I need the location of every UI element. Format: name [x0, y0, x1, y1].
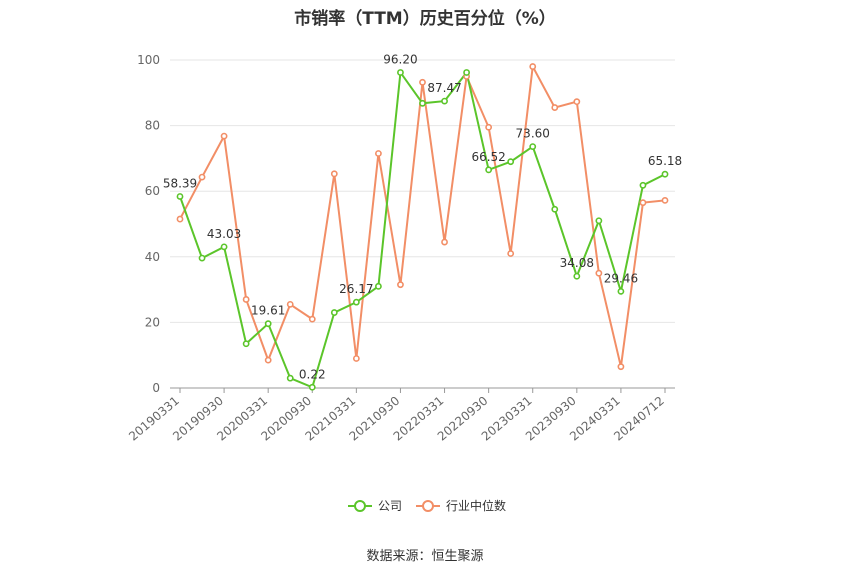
legend: 公司 行业中位数: [348, 498, 506, 513]
x-axis: 2019033120190930202003312020093020210331…: [126, 387, 675, 444]
y-tick-label: 20: [145, 315, 160, 329]
data-label: 26.17: [339, 282, 373, 296]
data-point: [661, 170, 669, 178]
legend-marker-1[interactable]: [422, 500, 434, 512]
data-point: [397, 69, 404, 76]
data-source-note: 数据来源：恒生聚源: [366, 549, 484, 564]
y-tick-label: 40: [145, 250, 160, 264]
data-label: 29.46: [604, 271, 638, 285]
chart-title: 市销率（TTM）历史百分位（%）: [294, 9, 556, 29]
data-point: [617, 287, 625, 295]
legend-label-0[interactable]: 公司: [378, 499, 402, 513]
data-point: [573, 272, 581, 280]
data-point: [176, 193, 184, 200]
data-label: 66.52: [471, 150, 505, 164]
data-point: [242, 296, 250, 303]
data-point: [617, 363, 625, 371]
data-point: [308, 383, 316, 391]
data-label: 43.03: [207, 227, 241, 241]
data-point: [198, 254, 206, 262]
y-tick-label: 60: [145, 184, 160, 198]
data-point: [419, 99, 426, 107]
data-point: [507, 250, 515, 257]
data-point: [639, 181, 647, 189]
series-line-0: [179, 69, 666, 389]
data-point: [551, 205, 559, 213]
y-tick-label: 100: [137, 53, 160, 67]
data-point: [286, 374, 294, 382]
data-point: [264, 320, 272, 328]
data-point: [220, 132, 228, 140]
data-label: 87.47: [427, 81, 461, 95]
y-tick-label: 0: [152, 381, 160, 395]
y-axis: 0 20 40 60 80 100: [137, 53, 160, 395]
data-point: [352, 298, 360, 306]
y-tick-label: 80: [145, 119, 160, 133]
data-label: 65.18: [648, 154, 682, 168]
data-point: [639, 199, 647, 207]
data-point: [286, 300, 294, 308]
data-point: [551, 104, 559, 111]
data-point: [330, 309, 338, 316]
data-label: 58.39: [163, 176, 197, 190]
data-point: [485, 166, 493, 174]
data-labels: 58.39 43.03 19.61 0.22 26.17 96.20 87.47 66.52 7…: [163, 52, 682, 381]
data-point: [441, 97, 448, 105]
data-label: 96.20: [383, 52, 417, 66]
data-label: 34.08: [560, 256, 594, 270]
data-point: [419, 78, 426, 86]
data-point: [397, 281, 404, 289]
data-point: [507, 158, 515, 166]
data-point: [595, 217, 603, 225]
data-point: [661, 196, 669, 204]
data-label: 19.61: [251, 304, 285, 318]
data-point: [441, 238, 448, 246]
data-point: [330, 170, 338, 178]
data-point: [573, 98, 581, 106]
series-line-1: [179, 63, 666, 367]
data-point: [529, 63, 537, 70]
data-point: [242, 340, 250, 348]
data-point: [198, 173, 206, 181]
series-lines: [179, 63, 666, 389]
data-point: [375, 150, 382, 157]
data-point: [352, 355, 360, 362]
data-point: [308, 315, 316, 323]
legend-marker-0[interactable]: [354, 500, 366, 512]
data-label: 0.22: [299, 367, 326, 381]
data-label: 73.60: [516, 127, 550, 141]
legend-label-1[interactable]: 行业中位数: [446, 498, 506, 513]
data-point: [375, 282, 382, 290]
data-point: [529, 143, 537, 150]
series-points: [176, 63, 669, 391]
data-point: [264, 356, 272, 364]
data-point: [485, 123, 493, 131]
data-point: [176, 215, 184, 223]
grid-lines: [170, 59, 675, 323]
data-point: [463, 69, 470, 76]
data-point: [220, 243, 228, 251]
data-point: [595, 269, 603, 277]
